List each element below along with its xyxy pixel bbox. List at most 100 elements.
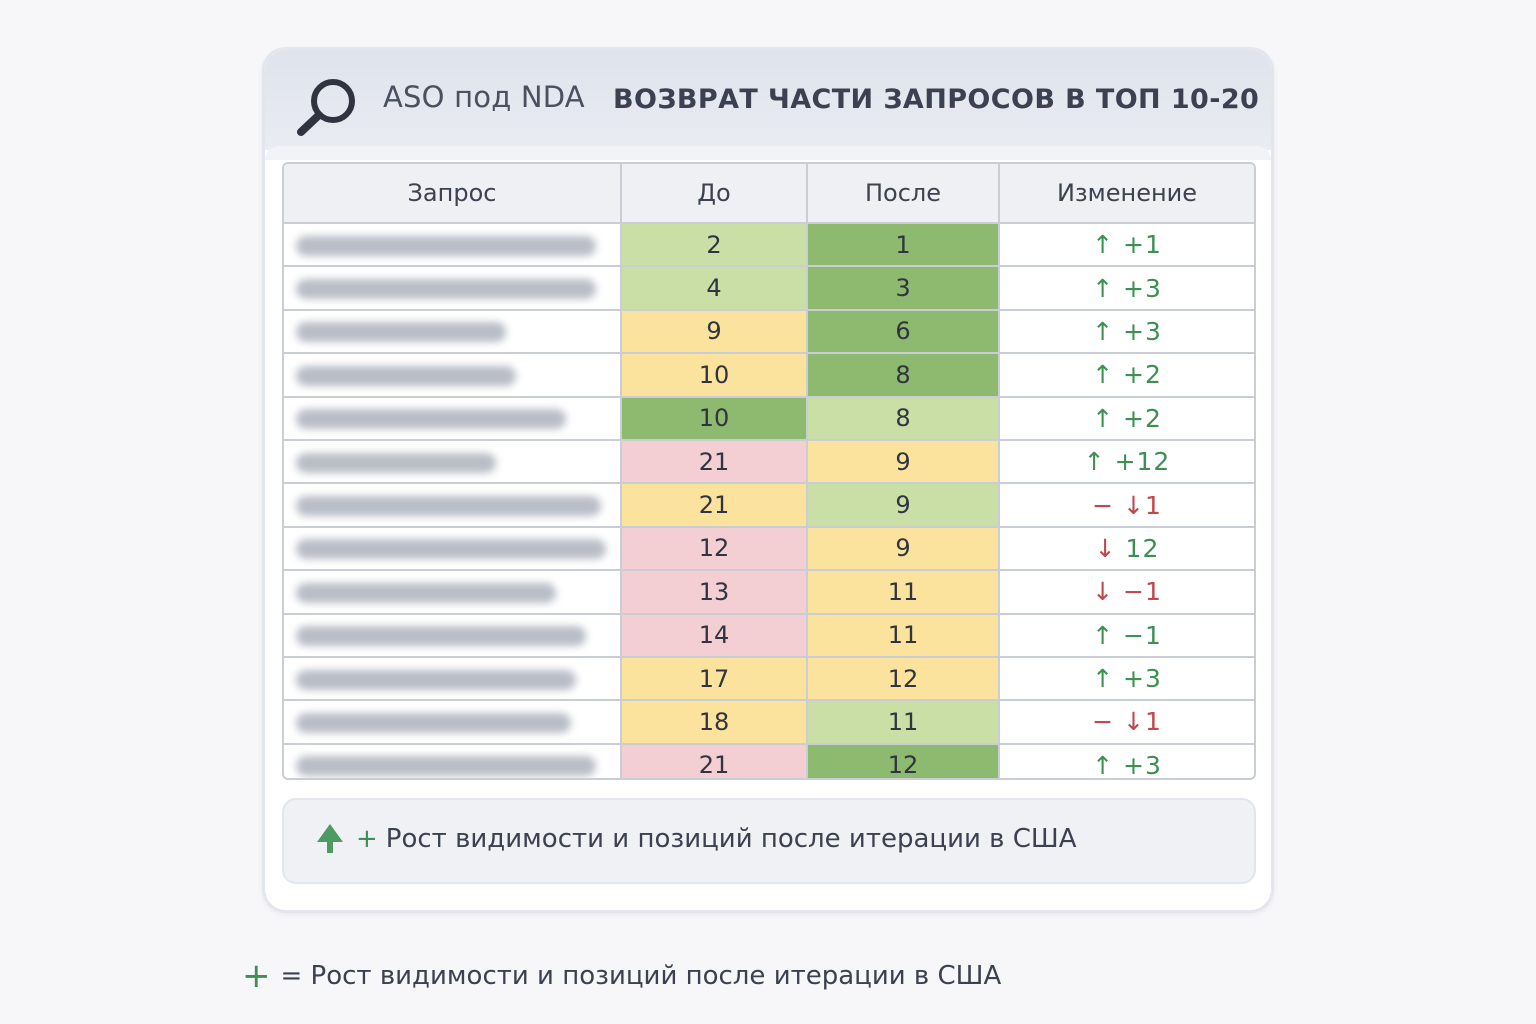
after-cell: 1 — [807, 223, 1000, 268]
query-cell-redacted — [284, 353, 622, 398]
before-cell: 17 — [621, 656, 808, 702]
after-cell: 11 — [807, 570, 1000, 615]
redacted-query-bar — [296, 712, 571, 733]
change-value: ↑ +3 — [1092, 664, 1162, 694]
positions-table: Запрос До После Изменение 2 1 ↑ +1 4 3 ↑ +3 9 6… — [282, 162, 1256, 780]
table-row: 10 8 ↑ +2 — [284, 353, 1254, 398]
query-cell-redacted — [284, 526, 622, 572]
before-cell: 21 — [621, 483, 808, 528]
column-header-query: Запрос — [284, 164, 622, 224]
bottom-note: + = Рост видимости и позиций после итерац… — [242, 956, 1001, 996]
page-title: ВОЗВРАТ ЧАСТИ ЗАПРОСОВ В ТОП 10-20 — [613, 84, 1260, 115]
table-row: 2 1 ↑ +1 — [284, 223, 1254, 268]
redacted-query-bar — [296, 539, 606, 560]
before-cell: 9 — [621, 309, 808, 355]
query-cell-redacted — [284, 570, 622, 615]
change-cell: − ↓1 — [999, 483, 1254, 528]
change-value: ↑ +1 — [1092, 230, 1162, 260]
table-row: 17 12 ↑ +3 — [284, 656, 1254, 702]
before-cell: 12 — [621, 526, 808, 572]
change-cell: ↑ +3 — [999, 656, 1254, 702]
table-row: 21 9 − ↓1 — [284, 483, 1254, 528]
after-cell: 12 — [807, 743, 1000, 778]
redacted-query-bar — [296, 279, 596, 300]
query-cell-redacted — [284, 743, 622, 778]
card-header: ASO под NDA ВОЗВРАТ ЧАСТИ ЗАПРОСОВ В ТОП… — [265, 50, 1271, 160]
legend-text: + Рост видимости и позиций после итерации… — [356, 824, 1077, 854]
after-cell: 3 — [807, 266, 1000, 311]
after-cell: 8 — [807, 396, 1000, 441]
query-cell-redacted — [284, 483, 622, 528]
table-header-row: Запрос До После Изменение — [284, 164, 1254, 224]
before-cell: 2 — [621, 223, 808, 268]
after-cell: 11 — [807, 700, 1000, 745]
change-value: ↑ +12 — [1083, 447, 1171, 477]
query-cell-redacted — [284, 439, 622, 485]
query-cell-redacted — [284, 266, 622, 311]
after-cell: 9 — [807, 439, 1000, 485]
change-cell: ↑ −1 — [999, 613, 1254, 658]
query-cell-redacted — [284, 396, 622, 441]
redacted-query-bar — [296, 409, 566, 430]
redacted-query-bar — [296, 669, 576, 690]
change-value: ↑ +3 — [1092, 750, 1162, 780]
table-row: 12 9 ↓ 12 — [284, 526, 1254, 572]
column-header-after: После — [807, 164, 1000, 224]
query-cell-redacted — [284, 309, 622, 355]
before-cell: 13 — [621, 570, 808, 615]
change-value: ↑ +2 — [1092, 403, 1162, 433]
table-row: 21 12 ↑ +3 — [284, 743, 1254, 780]
brand-label: ASO под NDA — [383, 80, 585, 114]
change-value: − ↓1 — [1092, 707, 1162, 737]
change-value: ↑ +3 — [1092, 316, 1162, 346]
change-value: ↑ −1 — [1092, 620, 1162, 650]
change-cell: ↑ +3 — [999, 266, 1254, 311]
change-cell: ↓ 12 — [999, 526, 1254, 572]
after-cell: 8 — [807, 353, 1000, 398]
table-row: 13 11 ↓ −1 — [284, 570, 1254, 615]
change-number: 12 — [1116, 533, 1160, 563]
redacted-query-bar — [296, 582, 556, 603]
change-cell: ↑ +3 — [999, 744, 1254, 780]
redacted-query-bar — [296, 452, 496, 473]
change-value: ↓ 12 — [1095, 534, 1160, 563]
legend-box: + Рост видимости и позиций после итерации… — [282, 798, 1256, 884]
after-cell: 9 — [807, 483, 1000, 528]
table-row: 10 8 ↑ +2 — [284, 396, 1254, 441]
change-value: ↑ +3 — [1092, 273, 1162, 303]
change-value: − ↓1 — [1092, 490, 1162, 520]
change-cell: − ↓1 — [999, 700, 1254, 745]
change-cell: ↓ −1 — [999, 570, 1254, 615]
change-cell: ↑ +2 — [999, 353, 1254, 398]
change-cell: ↑ +3 — [999, 309, 1254, 355]
redacted-query-bar — [296, 235, 596, 256]
legend-plus: + — [356, 824, 378, 854]
query-cell-redacted — [284, 223, 622, 268]
before-cell: 18 — [621, 700, 808, 745]
bottom-note-text: = Рост видимости и позиций после итераци… — [280, 961, 1002, 991]
plus-icon: + — [242, 956, 271, 996]
query-cell-redacted — [284, 700, 622, 745]
search-icon — [297, 79, 355, 136]
change-cell: ↑ +12 — [999, 439, 1254, 485]
table-row: 4 3 ↑ +3 — [284, 266, 1254, 311]
redacted-query-bar — [296, 496, 601, 517]
before-cell: 14 — [621, 613, 808, 658]
change-value: ↑ +2 — [1092, 360, 1162, 390]
before-cell: 4 — [621, 266, 808, 311]
table-row: 9 6 ↑ +3 — [284, 309, 1254, 355]
down-arrow-icon: ↓ — [1094, 533, 1117, 563]
tree-icon — [317, 824, 343, 853]
query-cell-redacted — [284, 613, 622, 658]
before-cell: 21 — [621, 439, 808, 485]
redacted-query-bar — [296, 626, 586, 647]
change-cell: ↑ +2 — [999, 396, 1254, 441]
after-cell: 11 — [807, 613, 1000, 658]
after-cell: 6 — [807, 309, 1000, 355]
before-cell: 10 — [621, 353, 808, 398]
redacted-query-bar — [296, 322, 506, 343]
table-row: 21 9 ↑ +12 — [284, 439, 1254, 485]
before-cell: 10 — [621, 396, 808, 441]
after-cell: 12 — [807, 656, 1000, 702]
redacted-query-bar — [296, 365, 516, 386]
